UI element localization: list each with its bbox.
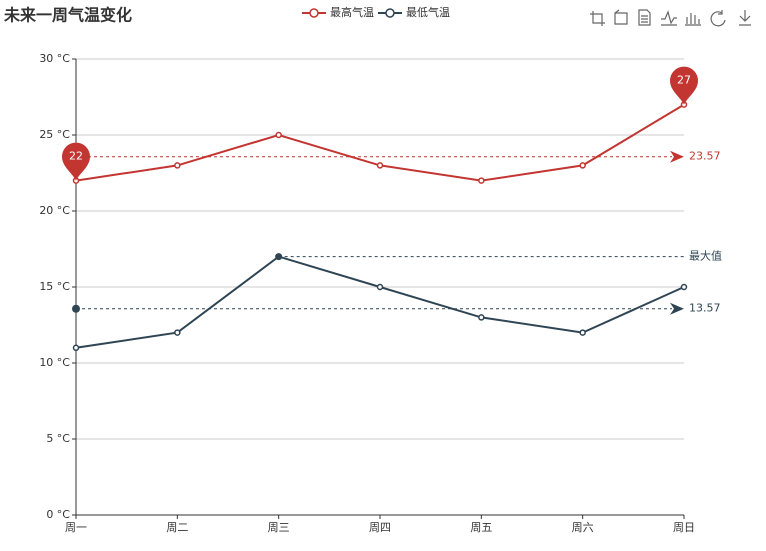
- point: [579, 329, 586, 336]
- average-label: 23.57: [689, 150, 721, 163]
- x-tick-label: 周三: [268, 521, 290, 534]
- mark-pin-label: 27: [677, 74, 691, 87]
- tool-restore[interactable]: [710, 10, 726, 27]
- max-start: [275, 253, 283, 261]
- mark-pin-label: 22: [69, 150, 83, 163]
- max-line-label: 最大值: [689, 249, 722, 263]
- y-tick-label: 15 °C: [39, 280, 70, 293]
- x-tick-label: 周一: [65, 521, 87, 534]
- point: [376, 162, 384, 169]
- point: [579, 162, 586, 169]
- y-tick-label: 10 °C: [39, 356, 70, 369]
- y-tick-label: 20 °C: [39, 204, 70, 217]
- x-tick-label: 周二: [166, 521, 188, 534]
- point: [275, 131, 282, 139]
- average-label: 13.57: [689, 302, 721, 315]
- y-tick-label: 5 °C: [46, 432, 70, 445]
- x-tick-label: 周四: [369, 521, 391, 534]
- y-tick-label: 30 °C: [39, 52, 70, 65]
- toolbox[interactable]: [590, 9, 751, 27]
- x-tick-label: 周日: [673, 521, 695, 534]
- average-start: [72, 304, 80, 313]
- point: [478, 314, 485, 321]
- tool-save[interactable]: [739, 10, 751, 26]
- legend-label: 最高气温: [330, 5, 374, 19]
- legend-label: 最低气温: [406, 5, 450, 19]
- legend-symbol: [309, 8, 319, 18]
- tool-zoom-reset[interactable]: [614, 9, 628, 25]
- series-line: [75, 103, 685, 182]
- tool-data-view[interactable]: [638, 9, 651, 26]
- mark-pin: [670, 66, 698, 105]
- average-arrow: [670, 302, 684, 315]
- point: [174, 162, 181, 169]
- point: [376, 283, 384, 291]
- mark-pin: [62, 142, 90, 181]
- average-arrow: [670, 150, 684, 163]
- x-tick-label: 周五: [470, 521, 492, 534]
- tool-bar[interactable]: [685, 13, 701, 26]
- point: [174, 329, 181, 336]
- tool-zoom[interactable]: [590, 11, 605, 26]
- tool-line[interactable]: [661, 10, 677, 26]
- point: [72, 344, 80, 352]
- point: [478, 177, 485, 184]
- legend-symbol: [385, 8, 395, 18]
- y-tick-label: 25 °C: [39, 128, 70, 141]
- point: [680, 283, 688, 291]
- x-tick-label: 周六: [572, 521, 594, 534]
- chart-title: 未来一周气温变化: [3, 6, 132, 25]
- y-tick-label: 0 °C: [46, 508, 70, 521]
- series-line: [75, 255, 685, 349]
